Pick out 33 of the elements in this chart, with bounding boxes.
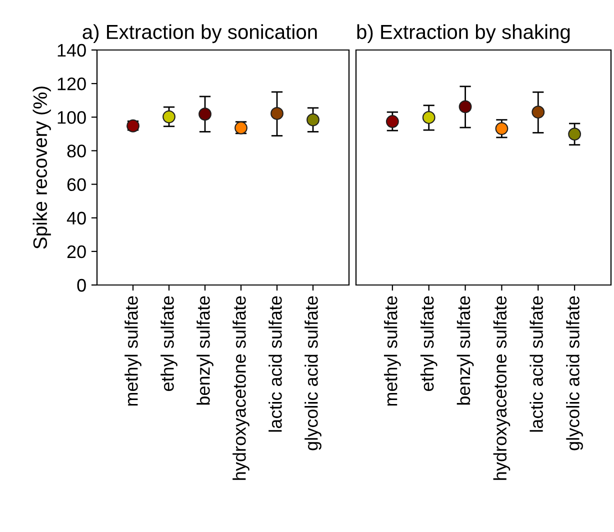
y-tick-label: 80: [67, 144, 86, 158]
x-tick-label: benzyl sulfate: [456, 296, 474, 405]
x-tick-label: hydroxyacetone sulfate: [232, 296, 250, 480]
y-tick-label: 120: [58, 78, 86, 90]
point: [422, 111, 436, 124]
x-tick-label: benzyl sulfate: [196, 296, 214, 405]
y-tick-label: 40: [66, 212, 86, 225]
y-tick-label: 140: [58, 44, 86, 57]
point: [162, 110, 176, 124]
x-tick-label: ethyl sulfate: [160, 296, 178, 391]
point: [270, 106, 284, 120]
x-tick-label: glycolic acid sulfate: [566, 296, 583, 450]
point: [532, 106, 545, 119]
point: [306, 113, 320, 126]
x-tick-label: methyl sulfate: [384, 296, 401, 406]
point: [386, 115, 399, 128]
point: [458, 100, 472, 114]
y-tick-label: 0: [77, 278, 86, 292]
chart-title: b) Extraction by shaking: [357, 24, 570, 44]
point: [568, 128, 582, 141]
chart-title: a) Extraction by sonication: [82, 24, 317, 44]
x-tick-label: lactic acid sulfate: [530, 296, 543, 432]
y-axis-title: Spike recovery (%): [32, 86, 51, 249]
x-tick-label: lactic acid sulfate: [268, 296, 282, 432]
point: [198, 108, 212, 121]
x-tick-label: hydroxyacetone sulfate: [493, 296, 510, 480]
y-tick-label: 60: [67, 178, 86, 192]
x-tick-label: methyl sulfate: [124, 296, 142, 406]
y-tick-label: 100: [58, 111, 86, 124]
y-tick-label: 20: [67, 245, 86, 258]
x-tick-label: ethyl sulfate: [420, 296, 438, 391]
point: [495, 122, 508, 136]
x-tick-label: glycolic acid sulfate: [304, 296, 322, 450]
